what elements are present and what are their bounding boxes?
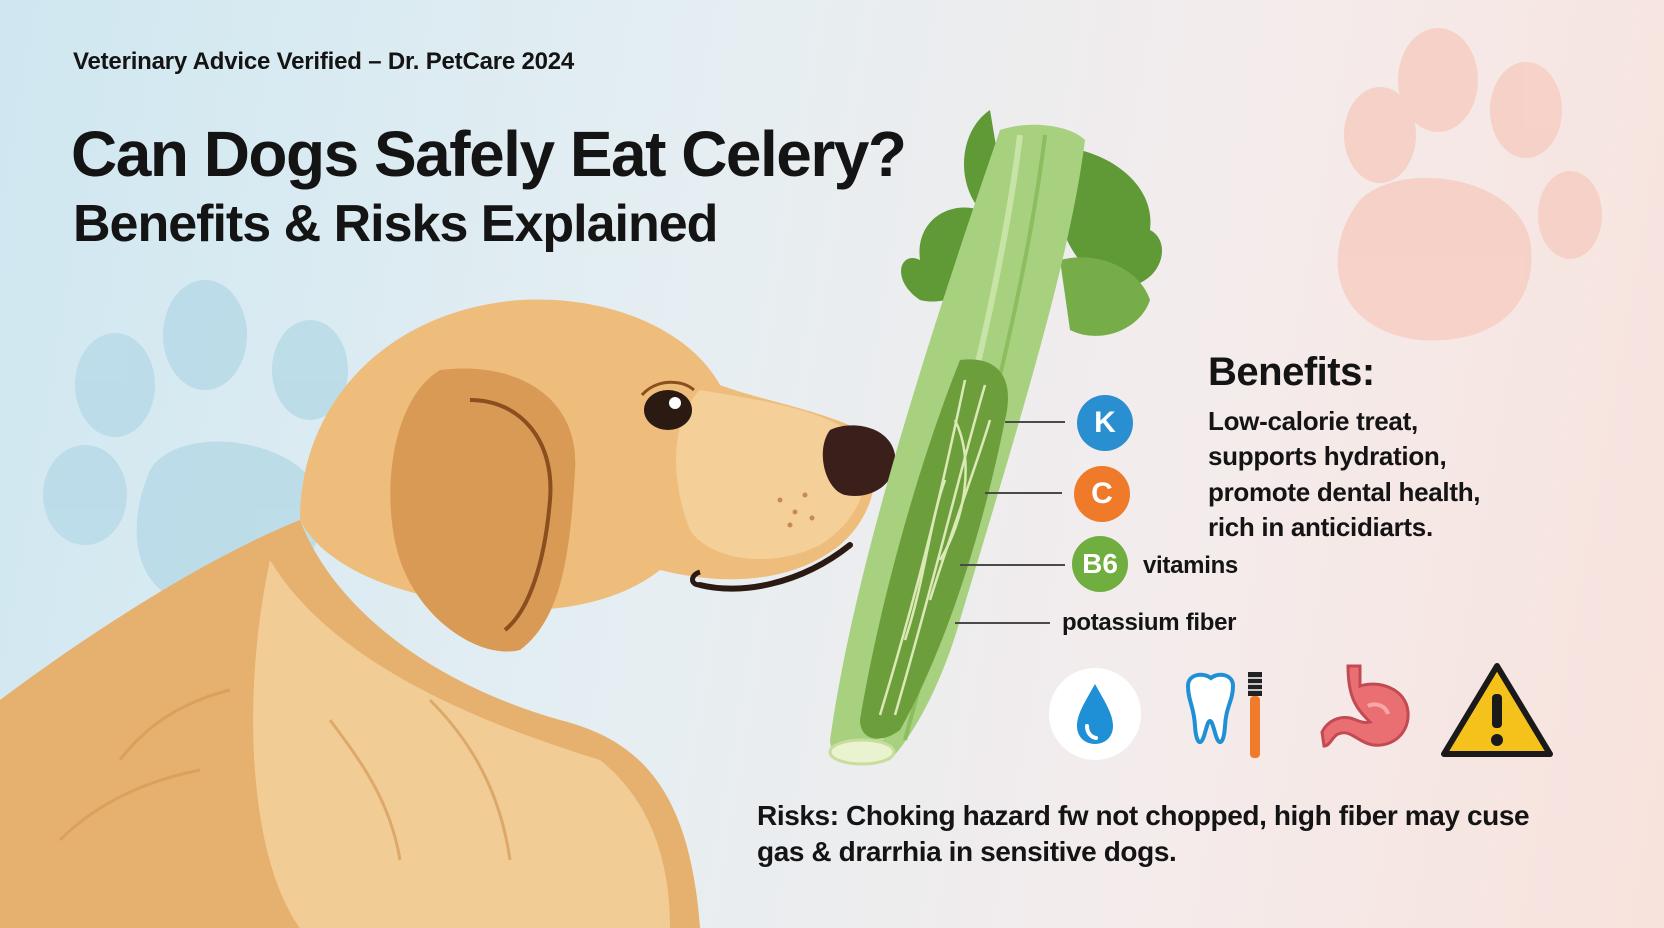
benefit-line: rich in anticidiarts. [1208,512,1433,542]
vitamin-b6-label: B6 [1082,548,1118,579]
vitamin-b6-badge: B6 [1072,536,1128,592]
celery-illustration [828,110,1162,766]
verified-caption: Veterinary Advice Verified – Dr. PetCare… [73,48,575,75]
vitamin-c-label: C [1091,477,1113,510]
benefit-line: promote dental health, [1208,477,1481,507]
benefit-line: Low-calorie treat, [1208,406,1418,436]
page-title: Can Dogs Safely Eat Celery? [71,118,907,190]
water-drop-icon [1049,668,1141,760]
dog-illustration [0,299,896,928]
vitamins-label: vitamins [1143,552,1238,579]
warning-icon [1441,663,1553,757]
paw-print-left [43,280,348,606]
tooth-toothbrush-icon [1185,672,1262,758]
benefits-heading: Benefits: [1208,350,1375,394]
vitamin-c-badge: C [1074,466,1130,522]
vitamin-k-label: K [1094,406,1116,439]
potassium-fiber-label: potassium fiber [1062,609,1237,636]
benefit-line: supports hydration, [1208,441,1447,471]
paw-print-right [1337,28,1602,341]
risks-line-1: Risks: Choking hazard fw not chopped, hi… [757,800,1530,831]
vitamin-k-badge: K [1077,395,1133,451]
stomach-icon [1320,664,1410,748]
connector-lines [955,421,1065,624]
risks-line-2: gas & drarrhia in sensitive dogs. [757,836,1177,867]
page-subtitle: Benefits & Risks Explained [73,195,718,253]
